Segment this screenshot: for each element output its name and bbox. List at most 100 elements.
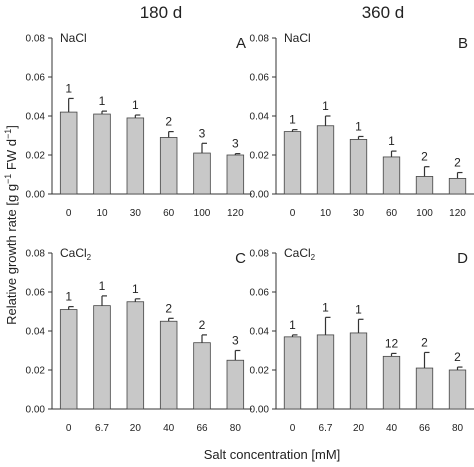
bar [226, 154, 245, 195]
group-label: 1 [289, 318, 296, 332]
y-tick-label: 0.04 [26, 327, 46, 338]
salt-label: NaCl [60, 31, 87, 45]
y-tick-label: 0.04 [250, 327, 270, 338]
salt-label: CaCl2 [60, 246, 92, 262]
bar [126, 301, 145, 410]
group-label: 1 [388, 134, 395, 148]
group-label: 3 [232, 137, 239, 151]
x-tick-label: 80 [452, 423, 464, 434]
x-tick-label: 20 [353, 423, 365, 434]
panel-letter: A [236, 35, 246, 52]
y-tick-label: 0.06 [26, 288, 46, 299]
x-tick-label: 10 [320, 208, 332, 219]
group-label: 12 [385, 336, 399, 350]
y-tick-label: 0.06 [250, 73, 270, 84]
group-label: 2 [165, 301, 172, 315]
bar [316, 334, 335, 410]
x-tick-label: 40 [386, 423, 398, 434]
y-tick-label: 0.06 [250, 288, 270, 299]
bar [316, 125, 335, 195]
bar [283, 336, 302, 410]
x-tick-label: 30 [353, 208, 365, 219]
x-tick-label: 120 [227, 208, 244, 219]
bar [93, 113, 111, 195]
group-label: 3 [232, 334, 239, 348]
panel-a: 0.000.020.040.060.08 NaCl A101101302603100… [26, 31, 252, 219]
bar [159, 320, 178, 410]
y-axis-label: Relative growth rate [g g−1 FW d−1] [3, 125, 19, 325]
panel-letter: B [458, 35, 468, 52]
group-label: 2 [421, 335, 428, 349]
x-tick-label: 30 [130, 208, 142, 219]
x-tick-label: 6.7 [95, 423, 109, 434]
bar [159, 137, 178, 195]
panel-letter: C [235, 250, 246, 267]
y-tick-label: 0.04 [250, 112, 270, 123]
column-title-180d: 180 d [140, 3, 183, 22]
bar [93, 305, 111, 410]
y-tick-label: 0.08 [250, 34, 270, 45]
x-tick-label: 20 [130, 423, 142, 434]
x-tick-label: 66 [419, 423, 431, 434]
x-tick-label: 80 [230, 423, 242, 434]
bar [193, 342, 211, 410]
y-tick-label: 0.08 [250, 249, 270, 260]
bar [283, 131, 302, 195]
bar [349, 332, 368, 410]
y-tick-label: 0.02 [26, 151, 46, 162]
y-tick-label: 0.08 [26, 34, 46, 45]
bar [126, 117, 145, 195]
bar [382, 355, 401, 410]
y-tick-label: 0.04 [26, 112, 46, 123]
x-tick-label: 66 [196, 423, 208, 434]
x-tick-label: 40 [163, 423, 175, 434]
group-label: 1 [322, 99, 329, 113]
panel-c: 0.00 0.02 0.04 0.06 0.08 CaCl2 C 1 0 1 6.7 1 20 2 40 2 6… [26, 246, 252, 434]
y-tick-label: 0.00 [250, 190, 270, 201]
group-label: 1 [132, 282, 139, 296]
group-label: 1 [322, 300, 329, 314]
panel-d: 0.00 0.02 0.04 0.06 0.08 CaCl2 D 1 0 1 6.7 1 20 12 40 2… [250, 246, 474, 434]
y-tick-label: 0.08 [26, 249, 46, 260]
group-label: 2 [165, 115, 172, 129]
y-tick-label: 0.02 [250, 366, 270, 377]
panel-b: 0.000.020.040.060.08 NaCl B101101301602100… [250, 31, 474, 219]
x-tick-label: 60 [163, 208, 175, 219]
bar [448, 369, 467, 410]
group-label: 1 [289, 113, 296, 127]
y-tick-label: 0.00 [26, 405, 46, 416]
x-tick-label: 6.7 [319, 423, 333, 434]
salt-label: CaCl2 [284, 246, 316, 262]
x-axis-label: Salt concentration [mM] [204, 447, 341, 462]
bar [382, 156, 401, 195]
salt-label: NaCl [284, 31, 311, 45]
group-label: 1 [65, 81, 72, 95]
group-label: 2 [454, 156, 461, 170]
group-label: 2 [421, 150, 428, 164]
bar [59, 111, 78, 195]
group-label: 3 [199, 126, 206, 140]
x-tick-label: 100 [194, 208, 211, 219]
x-tick-label: 10 [96, 208, 108, 219]
bar [448, 177, 467, 195]
x-tick-label: 0 [290, 208, 296, 219]
panel-letter: D [457, 250, 468, 267]
y-tick-label: 0.02 [26, 366, 46, 377]
bar [59, 309, 78, 410]
bar [415, 176, 434, 195]
x-tick-label: 0 [290, 423, 296, 434]
bar [226, 359, 245, 410]
x-tick-label: 120 [449, 208, 466, 219]
group-label: 1 [99, 279, 106, 293]
y-tick-label: 0.06 [26, 73, 46, 84]
x-tick-label: 0 [66, 423, 72, 434]
group-label: 1 [99, 94, 106, 108]
x-tick-label: 100 [416, 208, 433, 219]
y-tick-label: 0.00 [26, 190, 46, 201]
group-label: 1 [132, 98, 139, 112]
y-tick-label: 0.02 [250, 151, 270, 162]
group-label: 2 [454, 350, 461, 364]
bar [349, 138, 368, 195]
bar [193, 152, 211, 195]
